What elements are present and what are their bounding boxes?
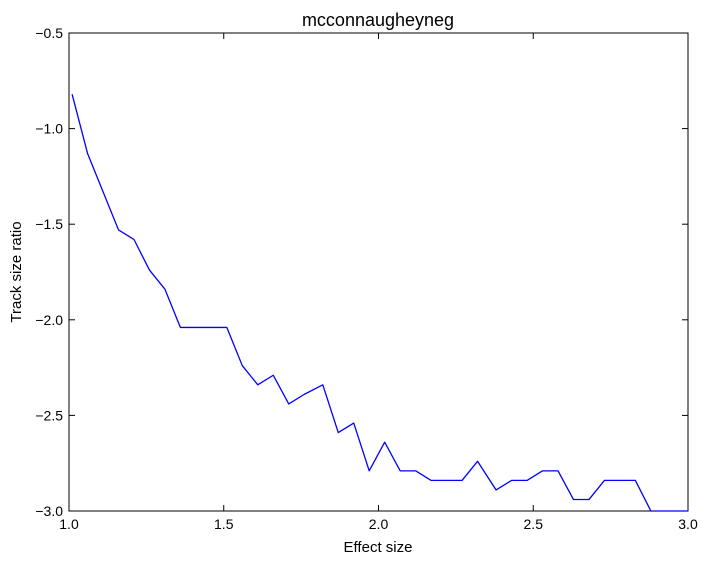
y-tick-label: −2.0 — [35, 312, 63, 328]
chart-title: mcconnaugheyneg — [302, 10, 454, 30]
y-axis-label: Track size ratio — [8, 221, 25, 322]
plot-frame — [68, 32, 689, 512]
x-tick-label: 2.0 — [369, 516, 389, 532]
x-tick-label: 1.0 — [59, 516, 79, 532]
y-tick-label: −3.0 — [35, 503, 63, 519]
axis-tick-labels: 1.0 1.5 2.0 2.5 3.0 −0.5 −1.0 −1.5 −2.0 −2.5 −3.0 — [35, 25, 698, 532]
x-tick-label: 2.5 — [524, 516, 544, 532]
x-tick-label: 3.0 — [678, 516, 698, 532]
y-tick-label: −1.5 — [35, 216, 63, 232]
series-line — [71, 94, 688, 512]
axis-ticks — [68, 32, 689, 512]
y-tick-label: −0.5 — [35, 25, 63, 41]
y-tick-label: −2.5 — [35, 407, 63, 423]
x-axis-label: Effect size — [344, 539, 413, 556]
series-layer — [71, 94, 688, 512]
x-tick-label: 1.5 — [214, 516, 234, 532]
y-tick-label: −1.0 — [35, 121, 63, 137]
